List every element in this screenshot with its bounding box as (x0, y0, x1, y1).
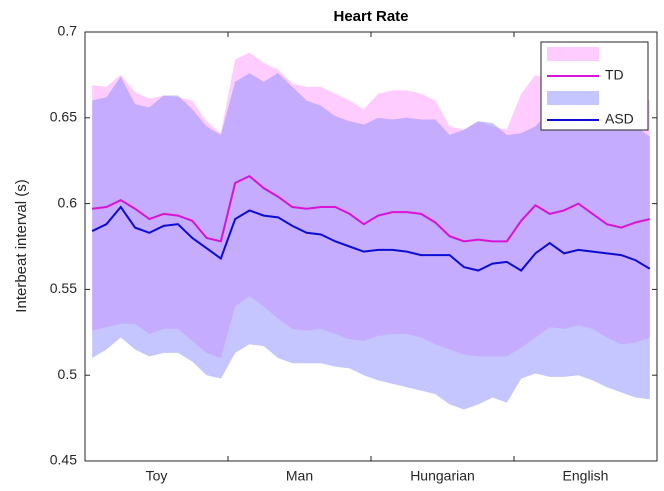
legend-patch (547, 47, 599, 61)
y-tick-label: 0.65 (50, 109, 77, 125)
y-tick-label: 0.7 (58, 23, 78, 39)
legend-label: TD (605, 67, 624, 83)
legend-patch (547, 91, 599, 105)
y-tick-label: 0.5 (58, 366, 78, 382)
y-axis-label: Interbeat interval (s) (13, 179, 30, 312)
confidence-band (92, 73, 650, 410)
chart-title: Heart Rate (333, 8, 408, 25)
x-tick-label: English (563, 468, 609, 484)
x-tick-label: Toy (146, 468, 168, 484)
mean-line (91, 205, 651, 272)
x-tick-label: Hungarian (410, 468, 475, 484)
legend-label: ASD (605, 111, 634, 127)
y-tick-label: 0.6 (58, 194, 78, 210)
y-tick-label: 0.55 (50, 280, 77, 296)
mean-line (92, 174, 651, 243)
y-tick-label: 0.45 (50, 452, 77, 468)
x-tick-label: Man (286, 468, 313, 484)
